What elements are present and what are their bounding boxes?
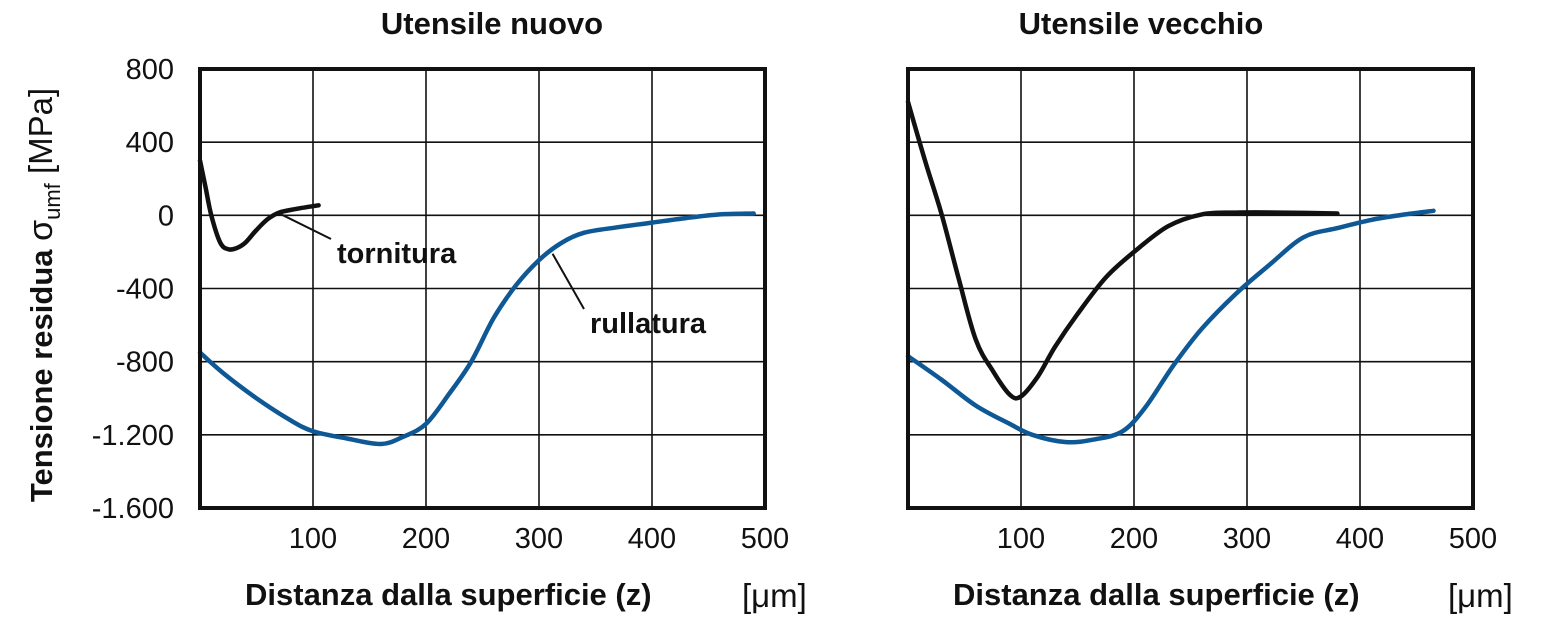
x-tick-label-100: 100 — [997, 523, 1045, 555]
y-tick-label-800: 800 — [126, 54, 174, 86]
y-axis-label-sub: umf — [40, 182, 65, 220]
annotation-tornitura: tornitura — [337, 238, 457, 270]
y-ticks-left: 800 400 0 -400 -800 -1.200 -1.600 — [92, 54, 174, 525]
x-axis-unit-left: [μm] — [742, 577, 807, 614]
y-tick-label--1600: -1.600 — [92, 493, 174, 525]
series-layer-left — [197, 158, 756, 447]
chart-title-left: Utensile nuovo — [381, 6, 603, 41]
x-tick-label-500: 500 — [741, 523, 789, 555]
chart-utensile-nuovo: Utensile nuovo 800 400 0 -400 -800 -1.200 -1.6… — [92, 6, 807, 614]
y-axis-label-main: Tensione residua — [24, 241, 59, 502]
plot-frame-left — [198, 67, 767, 510]
x-tick-label-500: 500 — [1449, 523, 1497, 555]
x-tick-label-200: 200 — [402, 523, 450, 555]
x-axis-label-left: Distanza dalla superficie (z) — [245, 577, 652, 612]
x-ticks-right: 100 200 300 400 500 — [997, 523, 1497, 555]
y-tick-label-400: 400 — [126, 127, 174, 159]
chart-title-right: Utensile vecchio — [1019, 6, 1264, 41]
y-tick-label-0: 0 — [158, 200, 174, 232]
x-tick-label-200: 200 — [1110, 523, 1158, 555]
x-tick-label-300: 300 — [1223, 523, 1271, 555]
y-tick-label--400: -400 — [116, 274, 174, 306]
x-tick-label-100: 100 — [289, 523, 337, 555]
x-ticks-left: 100 200 300 400 500 — [289, 523, 789, 555]
grid-right — [908, 69, 1473, 508]
x-tick-label-300: 300 — [515, 523, 563, 555]
chart-utensile-vecchio: Utensile vecchio 100 200 300 400 500 Distanz… — [905, 6, 1513, 614]
y-axis-label-sigma: σ — [22, 220, 60, 241]
x-tick-label-400: 400 — [628, 523, 676, 555]
y-axis-label-unit: [MPa] — [22, 88, 59, 183]
x-axis-label-right: Distanza dalla superficie (z) — [953, 577, 1360, 612]
plot-frame-right — [906, 67, 1475, 510]
series-line-right-blue — [905, 208, 1436, 445]
series-layer-right — [905, 99, 1436, 445]
grid-left — [200, 69, 765, 508]
annotation-leader-tornitura — [280, 213, 332, 240]
series-line-right-black — [905, 99, 1340, 401]
series-line-left-blue — [197, 211, 756, 447]
annotation-rullatura: rullatura — [590, 308, 707, 340]
annotation-leader-rullatura — [551, 253, 585, 310]
x-tick-label-400: 400 — [1336, 523, 1384, 555]
series-line-left-black — [197, 158, 321, 252]
y-axis-label: Tensione residua σumf [MPa] — [22, 88, 65, 502]
annotations-left: tornitura rullatura — [280, 213, 707, 340]
x-axis-unit-right: [μm] — [1448, 577, 1513, 614]
y-tick-label--800: -800 — [116, 347, 174, 379]
y-tick-label--1200: -1.200 — [92, 420, 174, 452]
